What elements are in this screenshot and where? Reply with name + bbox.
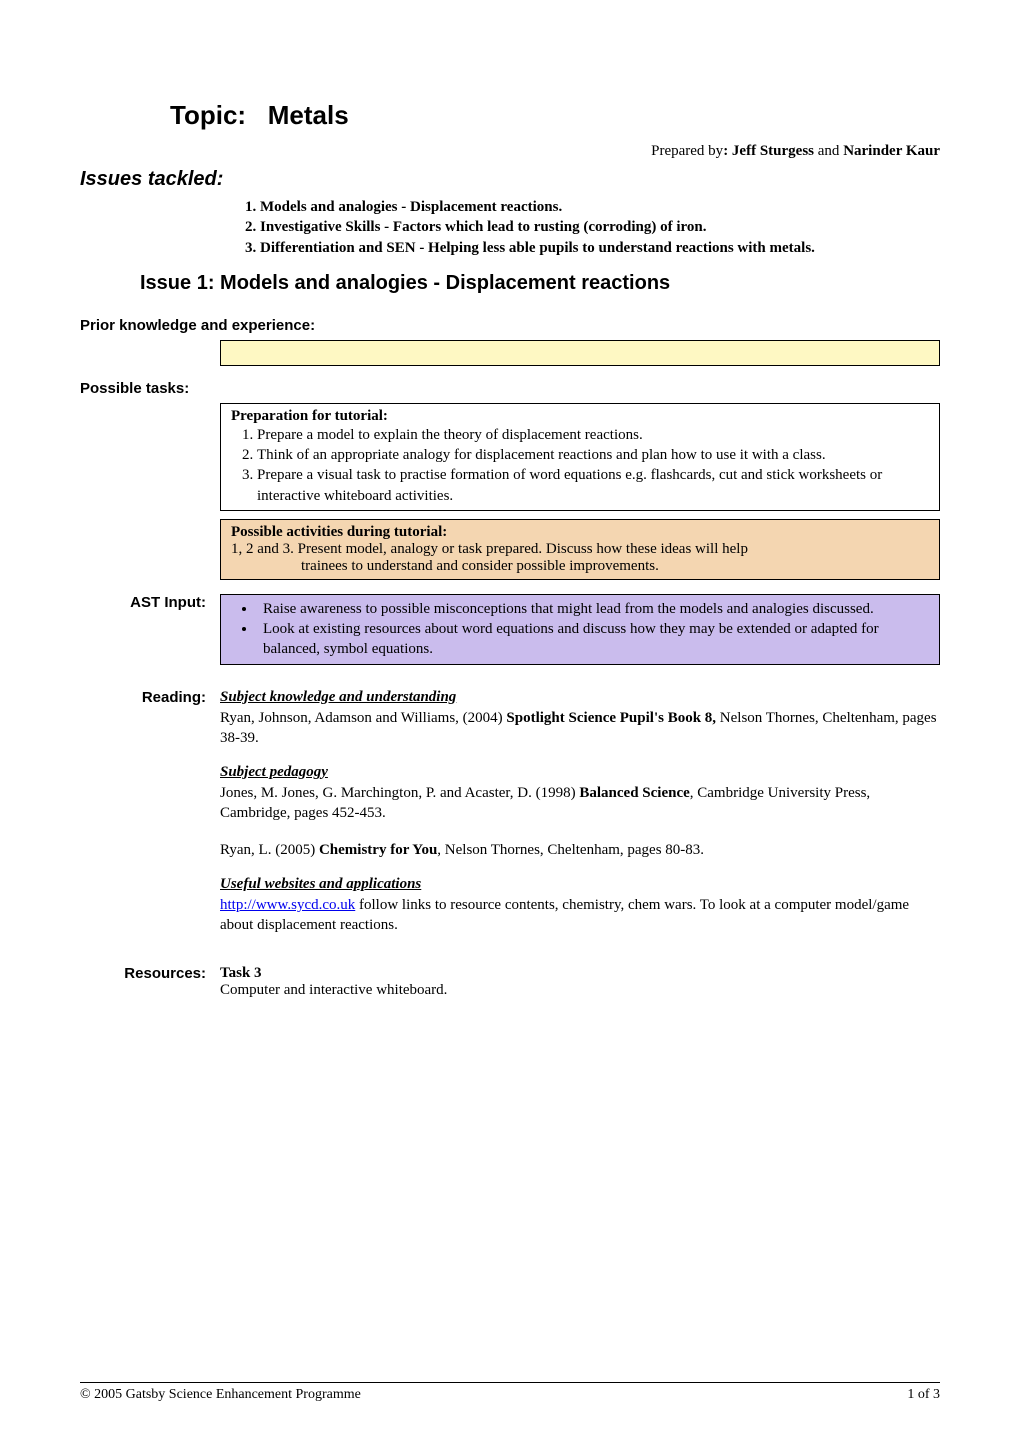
- reading-h-websites: Useful websites and applications: [220, 876, 940, 893]
- ast-input-box: Raise awareness to possible misconceptio…: [220, 594, 940, 665]
- ast-input-item: Look at existing resources about word eq…: [257, 619, 929, 660]
- possible-tasks-label: Possible tasks:: [80, 380, 940, 397]
- issue-item: Models and analogies - Displacement reac…: [260, 197, 940, 217]
- issue-item: Differentiation and SEN - Helping less a…: [260, 238, 940, 258]
- tutorial-activities-line2: trainees to understand and consider poss…: [301, 558, 929, 575]
- preparation-item: Prepare a visual task to practise format…: [257, 465, 929, 506]
- preparation-item: Think of an appropriate analogy for disp…: [257, 445, 929, 465]
- reading-p2b: Balanced Science: [579, 785, 689, 801]
- reading-p2a: Jones, M. Jones, G. Marchington, P. and …: [220, 785, 579, 801]
- prepared-by-author2: Narinder Kaur: [843, 143, 940, 159]
- resources-text: Computer and interactive whiteboard.: [220, 982, 940, 999]
- footer-page-number: 1 of 3: [907, 1387, 940, 1403]
- reading-label: Reading:: [80, 679, 220, 706]
- resources-content: Task 3 Computer and interactive whiteboa…: [220, 965, 940, 999]
- footer-copyright: © 2005 Gatsby Science Enhancement Progra…: [80, 1387, 361, 1403]
- preparation-item: Prepare a model to explain the theory of…: [257, 425, 929, 445]
- issues-tackled-heading: Issues tackled:: [80, 168, 940, 191]
- prior-knowledge-box: [220, 340, 940, 366]
- reading-p1b: Spotlight Science Pupil's Book 8,: [506, 710, 716, 726]
- topic-value: Metals: [268, 100, 349, 130]
- reading-h-subject-knowledge: Subject knowledge and understanding: [220, 689, 940, 706]
- reading-p3a: Ryan, L. (2005): [220, 842, 319, 858]
- reading-p2: Jones, M. Jones, G. Marchington, P. and …: [220, 783, 940, 824]
- issue-1-title: Issue 1: Models and analogies - Displace…: [140, 272, 940, 295]
- resources-task: Task 3: [220, 965, 940, 982]
- page-footer: © 2005 Gatsby Science Enhancement Progra…: [80, 1382, 940, 1403]
- reading-h-subject-pedagogy: Subject pedagogy: [220, 764, 940, 781]
- prepared-by-and: and: [814, 143, 843, 159]
- reading-p1: Ryan, Johnson, Adamson and Williams, (20…: [220, 708, 940, 749]
- issues-list: Models and analogies - Displacement reac…: [260, 197, 940, 258]
- reading-p3: Ryan, L. (2005) Chemistry for You, Nelso…: [220, 840, 940, 860]
- reading-p3c: , Nelson Thornes, Cheltenham, pages 80-8…: [437, 842, 704, 858]
- reading-p3b: Chemistry for You: [319, 842, 437, 858]
- tutorial-activities-title: Possible activities during tutorial:: [231, 524, 929, 541]
- reading-content: Subject knowledge and understanding Ryan…: [220, 679, 940, 952]
- prepared-by-prefix: Prepared by: [651, 143, 723, 159]
- ast-input-item: Raise awareness to possible misconceptio…: [257, 599, 929, 619]
- tutorial-activities-box: Possible activities during tutorial: 1, …: [220, 519, 940, 580]
- prepared-by-line: Prepared by: Jeff Sturgess and Narinder …: [80, 143, 940, 160]
- preparation-box: Preparation for tutorial: Prepare a mode…: [220, 403, 940, 511]
- prior-knowledge-label: Prior knowledge and experience:: [80, 317, 940, 334]
- reading-link-sycd[interactable]: http://www.sycd.co.uk: [220, 897, 355, 913]
- ast-input-label: AST Input:: [80, 594, 220, 611]
- topic-title: Topic: Metals: [170, 100, 940, 131]
- ast-input-list: Raise awareness to possible misconceptio…: [257, 599, 929, 660]
- reading-p4: http://www.sycd.co.uk follow links to re…: [220, 895, 940, 936]
- issue-item: Investigative Skills - Factors which lea…: [260, 217, 940, 237]
- resources-label: Resources:: [80, 965, 220, 982]
- reading-p1a: Ryan, Johnson, Adamson and Williams, (20…: [220, 710, 506, 726]
- preparation-title: Preparation for tutorial:: [231, 408, 929, 425]
- preparation-list: Prepare a model to explain the theory of…: [257, 425, 929, 506]
- prepared-by-author1: : Jeff Sturgess: [723, 143, 814, 159]
- tutorial-activities-line1: 1, 2 and 3. Present model, analogy or ta…: [231, 541, 929, 558]
- topic-label: Topic:: [170, 100, 246, 130]
